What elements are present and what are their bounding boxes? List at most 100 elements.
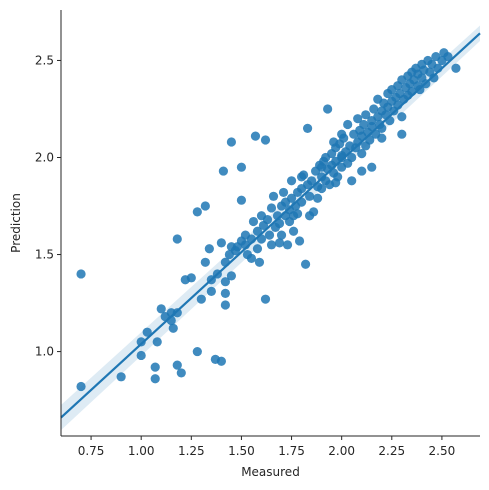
data-point	[206, 286, 216, 297]
data-point	[302, 123, 313, 133]
data-point	[186, 273, 196, 283]
data-point	[367, 121, 377, 132]
data-point	[150, 374, 160, 384]
data-point	[218, 166, 228, 176]
data-point	[204, 244, 214, 254]
data-point	[317, 162, 327, 172]
data-point	[192, 207, 202, 217]
data-point	[300, 259, 311, 269]
data-point	[136, 337, 146, 347]
data-point	[451, 63, 461, 73]
x-tick-label: 1.00	[128, 444, 155, 458]
data-point	[220, 277, 230, 287]
data-point	[329, 137, 339, 147]
data-point	[226, 271, 237, 281]
data-point	[248, 216, 259, 227]
data-point	[361, 110, 371, 120]
data-point	[246, 253, 257, 264]
y-ticks: 1.0 1.5 2.0 2.5	[35, 53, 61, 359]
data-point	[136, 350, 146, 361]
x-axis-label: Measured	[241, 465, 300, 479]
x-tick-label: 1.25	[178, 444, 205, 458]
x-tick-label: 1.75	[278, 444, 305, 458]
data-point	[304, 191, 315, 201]
data-point	[296, 172, 307, 182]
data-point	[377, 133, 387, 143]
y-tick-label: 1.0	[35, 345, 54, 359]
data-point	[192, 346, 202, 357]
x-tick-label: 0.75	[78, 444, 105, 458]
regression-line-layer	[60, 32, 481, 419]
data-point	[282, 240, 293, 250]
data-point	[252, 226, 263, 236]
data-point	[369, 104, 379, 114]
data-point	[76, 381, 86, 392]
data-point	[397, 112, 407, 122]
data-point	[200, 257, 210, 267]
data-point	[264, 230, 275, 240]
data-point	[266, 240, 277, 250]
data-point	[288, 211, 299, 221]
data-point	[172, 360, 182, 370]
data-point	[196, 294, 206, 304]
data-point	[142, 327, 152, 337]
data-point	[276, 230, 287, 240]
data-point	[168, 323, 178, 333]
data-point	[337, 152, 347, 163]
data-point	[216, 356, 226, 366]
x-ticks: 0.75 1.00 1.25 1.50 1.75 2.00 2.25 2.50	[78, 436, 456, 458]
data-point	[323, 104, 333, 114]
data-point	[172, 234, 182, 244]
data-point	[262, 215, 273, 225]
axes	[60, 10, 480, 437]
data-point	[317, 183, 327, 194]
y-tick-label: 2.0	[35, 150, 54, 164]
data-point	[220, 288, 230, 298]
data-point	[286, 193, 297, 203]
data-point	[367, 162, 377, 172]
data-point	[274, 238, 285, 248]
data-point	[156, 304, 166, 314]
data-point	[353, 114, 363, 124]
data-point	[150, 362, 160, 372]
x-tick-label: 2.50	[429, 444, 456, 458]
data-point	[116, 372, 126, 382]
x-tick-label: 2.25	[378, 444, 405, 458]
data-point	[268, 191, 279, 201]
data-point	[429, 73, 439, 83]
data-point	[307, 176, 317, 186]
data-point	[236, 162, 247, 172]
data-point	[304, 211, 315, 221]
data-point	[443, 51, 453, 62]
y-tick-label: 2.5	[35, 53, 54, 67]
data-point	[252, 244, 263, 254]
data-point	[347, 152, 357, 163]
data-point	[226, 137, 237, 147]
data-point	[286, 176, 297, 186]
data-point	[200, 201, 210, 211]
x-tick-label: 1.50	[228, 444, 255, 458]
data-point	[347, 176, 357, 186]
data-point	[76, 269, 86, 279]
data-point	[357, 166, 367, 176]
data-point	[397, 129, 407, 139]
data-point	[313, 193, 323, 203]
data-point	[294, 236, 305, 246]
data-point	[254, 257, 265, 267]
data-point	[357, 149, 367, 159]
y-tick-label: 1.5	[35, 248, 54, 262]
data-point	[266, 203, 277, 213]
data-point	[343, 119, 353, 130]
data-point	[176, 368, 186, 378]
regression-line	[60, 32, 481, 419]
data-point	[274, 218, 285, 229]
data-point	[172, 308, 182, 318]
data-point	[278, 187, 289, 198]
data-point	[220, 300, 230, 310]
data-point	[250, 131, 261, 141]
data-point	[260, 135, 271, 145]
y-axis-label: Prediction	[9, 193, 23, 253]
data-point	[216, 238, 226, 248]
x-tick-label: 2.00	[328, 444, 355, 458]
